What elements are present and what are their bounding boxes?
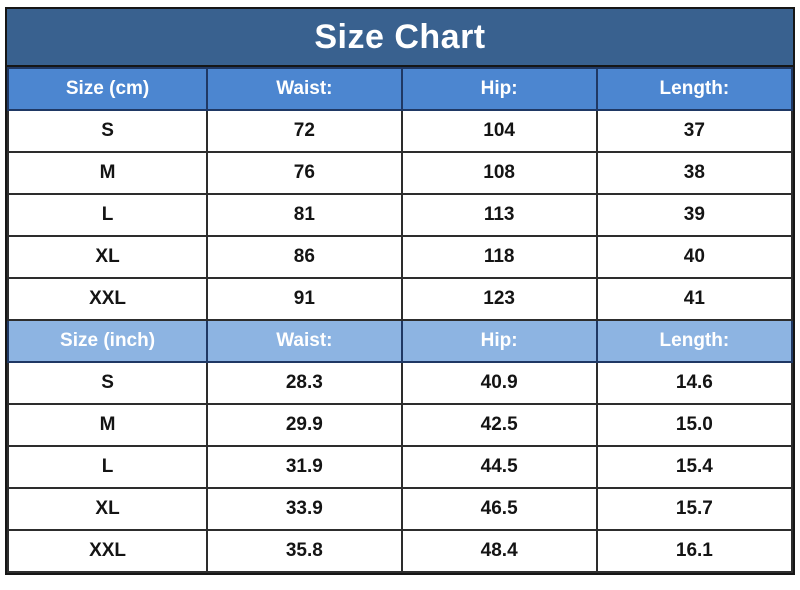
chart-title: Size Chart bbox=[314, 17, 486, 56]
table-row-inch-m: M 29.9 42.5 15.0 bbox=[6, 403, 794, 447]
value-cell: 40.9 bbox=[400, 361, 598, 405]
size-cell: S bbox=[6, 361, 209, 405]
value-cell: 48.4 bbox=[400, 529, 598, 573]
value-cell: 81 bbox=[206, 193, 403, 237]
table-row-cm-m: M 76 108 38 bbox=[6, 151, 794, 195]
size-chart-table: Size (cm) Waist: Hip: Length: S 72 104 3… bbox=[6, 67, 794, 573]
size-cell: XL bbox=[6, 487, 209, 531]
value-cell: 38 bbox=[595, 151, 794, 195]
header-cell-length-cm: Length: bbox=[595, 67, 794, 111]
value-cell: 33.9 bbox=[206, 487, 403, 531]
value-cell: 39 bbox=[595, 193, 794, 237]
value-cell: 86 bbox=[206, 235, 403, 279]
header-cell-size-cm: Size (cm) bbox=[6, 67, 209, 111]
value-cell: 46.5 bbox=[400, 487, 598, 531]
value-cell: 104 bbox=[400, 109, 598, 153]
table-row-cm-xl: XL 86 118 40 bbox=[6, 235, 794, 279]
header-cell-size-inch: Size (inch) bbox=[6, 319, 209, 363]
header-cell-length-inch: Length: bbox=[595, 319, 794, 363]
size-cell: XL bbox=[6, 235, 209, 279]
size-chart-panel: Size Chart Size (cm) Waist: Hip: Length:… bbox=[5, 7, 795, 575]
value-cell: 35.8 bbox=[206, 529, 403, 573]
header-row-inch: Size (inch) Waist: Hip: Length: bbox=[6, 319, 794, 363]
value-cell: 37 bbox=[595, 109, 794, 153]
table-row-cm-xxl: XXL 91 123 41 bbox=[6, 277, 794, 321]
value-cell: 15.4 bbox=[595, 445, 794, 489]
size-cell: L bbox=[6, 445, 209, 489]
chart-title-bar: Size Chart bbox=[7, 9, 793, 67]
table-row-inch-xxl: XXL 35.8 48.4 16.1 bbox=[6, 529, 794, 573]
value-cell: 72 bbox=[206, 109, 403, 153]
header-cell-waist-inch: Waist: bbox=[206, 319, 403, 363]
size-cell: XXL bbox=[6, 277, 209, 321]
value-cell: 28.3 bbox=[206, 361, 403, 405]
size-cell: XXL bbox=[6, 529, 209, 573]
table-row-inch-s: S 28.3 40.9 14.6 bbox=[6, 361, 794, 405]
value-cell: 113 bbox=[400, 193, 598, 237]
table-row-inch-l: L 31.9 44.5 15.4 bbox=[6, 445, 794, 489]
size-cell: M bbox=[6, 403, 209, 447]
value-cell: 14.6 bbox=[595, 361, 794, 405]
header-cell-hip-cm: Hip: bbox=[400, 67, 598, 111]
value-cell: 118 bbox=[400, 235, 598, 279]
size-cell: L bbox=[6, 193, 209, 237]
value-cell: 76 bbox=[206, 151, 403, 195]
value-cell: 15.7 bbox=[595, 487, 794, 531]
value-cell: 31.9 bbox=[206, 445, 403, 489]
table-row-cm-s: S 72 104 37 bbox=[6, 109, 794, 153]
value-cell: 40 bbox=[595, 235, 794, 279]
value-cell: 123 bbox=[400, 277, 598, 321]
value-cell: 16.1 bbox=[595, 529, 794, 573]
header-cell-waist-cm: Waist: bbox=[206, 67, 403, 111]
header-cell-hip-inch: Hip: bbox=[400, 319, 598, 363]
value-cell: 15.0 bbox=[595, 403, 794, 447]
header-row-cm: Size (cm) Waist: Hip: Length: bbox=[6, 67, 794, 111]
value-cell: 44.5 bbox=[400, 445, 598, 489]
value-cell: 41 bbox=[595, 277, 794, 321]
table-row-cm-l: L 81 113 39 bbox=[6, 193, 794, 237]
size-cell: S bbox=[6, 109, 209, 153]
value-cell: 91 bbox=[206, 277, 403, 321]
value-cell: 29.9 bbox=[206, 403, 403, 447]
size-cell: M bbox=[6, 151, 209, 195]
table-row-inch-xl: XL 33.9 46.5 15.7 bbox=[6, 487, 794, 531]
value-cell: 108 bbox=[400, 151, 598, 195]
value-cell: 42.5 bbox=[400, 403, 598, 447]
